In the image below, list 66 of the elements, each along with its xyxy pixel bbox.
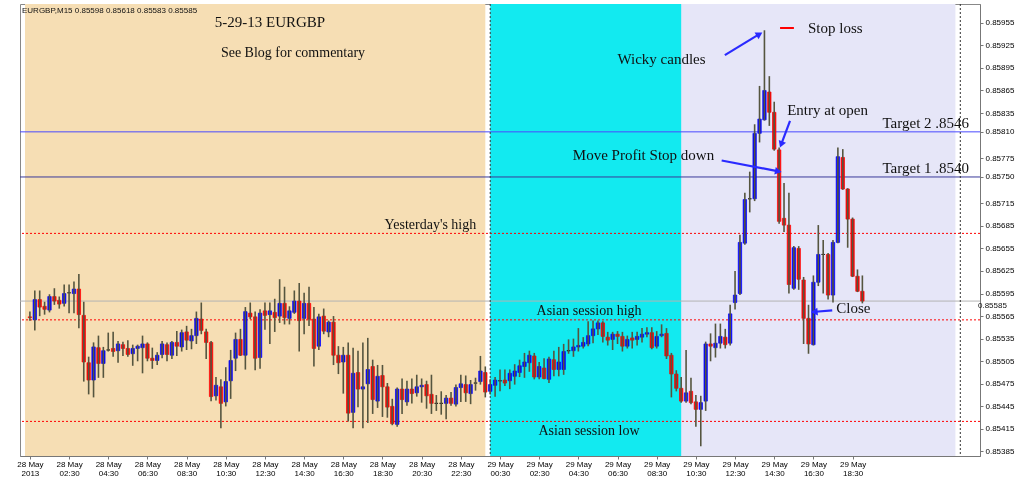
x-tick-label: 28 May 10:30 <box>213 459 240 478</box>
y-tick-label: 0.85715 <box>985 198 1015 208</box>
annotation: Move Profit Stop down <box>572 147 715 164</box>
x-tick-label: 28 May 14:30 <box>291 459 318 478</box>
x-tick-label: 28 May 04:30 <box>95 459 122 478</box>
ref-line-label: Asian session high <box>536 302 642 318</box>
ref-line-label: Yesterday's high <box>384 217 477 233</box>
ref-line-label: Target 1 .8540 <box>882 159 970 176</box>
x-tick-label: 29 May 10:30 <box>683 459 710 478</box>
text: See Blog for commentary <box>220 45 366 60</box>
candlestick <box>233 332 238 372</box>
candlestick <box>630 331 635 349</box>
candlestick <box>238 328 243 357</box>
y-tick-label: 0.85925 <box>985 40 1015 50</box>
ref-line-label: Target 2 .8546 <box>882 114 970 131</box>
y-tick-label: 0.85595 <box>985 289 1015 299</box>
x-tick-label: 29 May 04:30 <box>565 459 592 478</box>
x-tick-label: 28 May 2013 <box>17 459 44 478</box>
candlestick <box>468 379 473 405</box>
x-tick-label: 28 May 18:30 <box>369 459 397 478</box>
y-tick-label: 0.85475 <box>985 379 1015 389</box>
candlestick <box>708 333 713 362</box>
y-tick-label: 0.85685 <box>985 221 1015 231</box>
x-tick-label: 28 May 20:30 <box>409 459 436 478</box>
y-tick-label: 0.85535 <box>985 334 1015 344</box>
candlestick <box>91 342 96 398</box>
text: 5-29-13 EURGBP <box>214 14 326 30</box>
x-tick-label: 28 May 16:30 <box>330 459 357 478</box>
y-tick-label: 0.85750 <box>985 172 1015 182</box>
y-tick-label: 0.85565 <box>985 311 1015 321</box>
y-tick-label: 0.85625 <box>985 266 1015 276</box>
annotation: Close <box>836 300 871 317</box>
candlestick <box>375 364 380 408</box>
x-tick-label: 29 May 18:30 <box>839 459 867 478</box>
y-tick-label: 0.85865 <box>985 85 1015 95</box>
y-tick-label: 0.85385 <box>985 446 1015 456</box>
x-tick-label: 29 May 12:30 <box>722 459 749 478</box>
candlestick <box>483 366 488 398</box>
x-tick-label: 28 May 06:30 <box>134 459 162 478</box>
x-tick-label: 29 May 16:30 <box>800 459 828 478</box>
candlestick <box>478 355 483 385</box>
annotation: Stop loss <box>808 20 863 36</box>
x-tick-label: 29 May 08:30 <box>644 459 671 478</box>
y-tick-label: 0.85415 <box>985 424 1015 434</box>
candlestick <box>96 335 101 378</box>
y-tick-label: 0.85655 <box>985 243 1015 253</box>
y-tick-label: 0.85775 <box>985 153 1015 163</box>
annotation: EURGBP,M15 0.85598 0.85618 0.85583 0.85585 <box>22 6 198 15</box>
candlestick <box>184 325 189 350</box>
x-tick-label: 29 May 02:30 <box>526 459 553 478</box>
y-tick-label: 0.85445 <box>985 401 1015 411</box>
x-tick-label: 29 May 14:30 <box>761 459 788 478</box>
x-tick-label: 28 May 12:30 <box>252 459 279 478</box>
candlestick <box>243 307 248 370</box>
y-tick-label: 0.85955 <box>985 18 1015 28</box>
x-tick-label: 29 May 06:30 <box>604 459 632 478</box>
x-tick-label: 28 May 02:30 <box>56 459 83 478</box>
x-tick-label: 29 May 00:30 <box>487 459 514 478</box>
x-tick-label: 28 May 08:30 <box>173 459 201 478</box>
y-tick-label: 0.85810 <box>985 127 1015 137</box>
y-tick-label: 0.85505 <box>985 356 1015 366</box>
ref-line-label: Asian session low <box>538 423 641 439</box>
y-tick-label: 0.85895 <box>985 63 1015 73</box>
x-tick-label: 28 May 22:30 <box>448 459 475 478</box>
annotation: Entry at open <box>787 101 869 118</box>
y-tick-label: 0.85835 <box>985 108 1015 118</box>
